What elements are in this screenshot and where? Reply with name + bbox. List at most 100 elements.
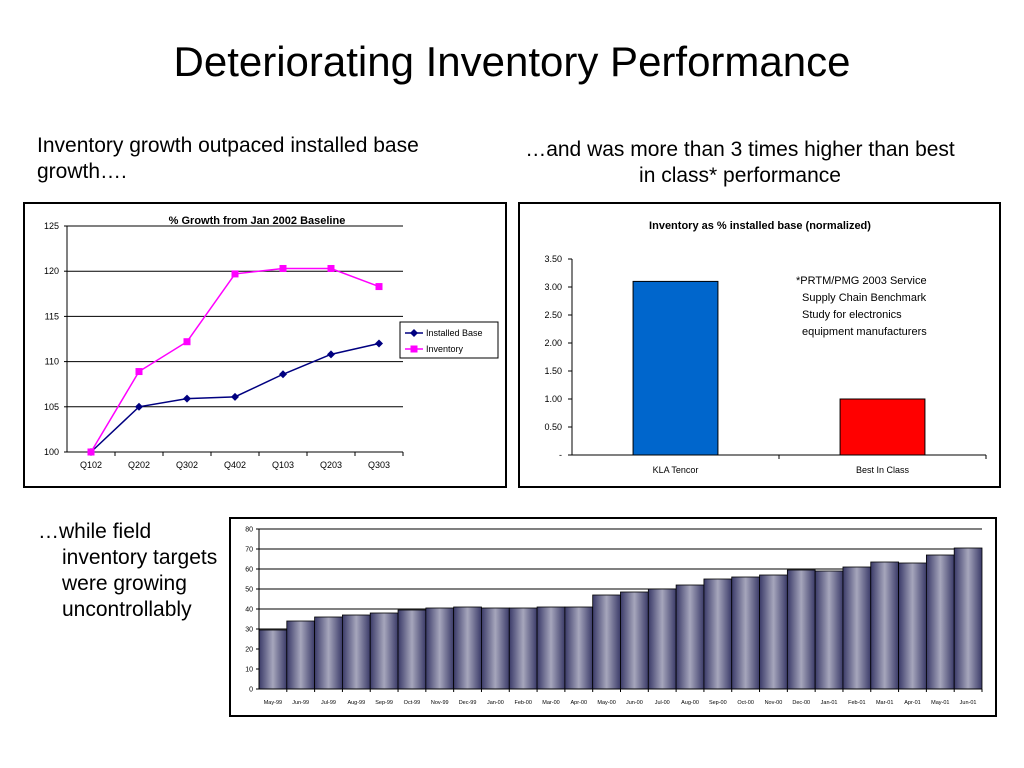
legend-marker bbox=[410, 329, 418, 337]
y-tick-label: 0 bbox=[249, 687, 253, 694]
x-tick-label: Feb-01 bbox=[848, 700, 865, 706]
y-tick-label: 30 bbox=[245, 627, 253, 634]
x-tick-label: Jun-01 bbox=[960, 700, 977, 706]
bar bbox=[481, 607, 510, 690]
y-tick-label: 105 bbox=[44, 402, 59, 412]
x-tick-label: Apr-00 bbox=[571, 700, 588, 706]
data-point bbox=[327, 264, 335, 272]
x-tick-label: May-00 bbox=[597, 700, 615, 706]
data-point bbox=[327, 350, 335, 359]
bar bbox=[898, 562, 927, 690]
bar bbox=[953, 547, 983, 690]
bar bbox=[286, 620, 316, 690]
data-point bbox=[279, 264, 287, 272]
bar bbox=[814, 570, 844, 690]
chart-title: % Growth from Jan 2002 Baseline bbox=[169, 215, 346, 227]
field-inventory-bar-chart: 0 10 20 30 40 50 60 70 80 May-99 Jun-99 Jul-99 Aug-9… bbox=[245, 527, 983, 706]
bar bbox=[620, 591, 649, 690]
y-tick-label: 1.50 bbox=[544, 366, 562, 376]
y-tick-label: 1.00 bbox=[544, 394, 562, 404]
bar bbox=[675, 584, 705, 690]
y-tick-label: 3.50 bbox=[544, 254, 562, 264]
data-point bbox=[183, 394, 191, 403]
y-tick-label: - bbox=[559, 450, 562, 460]
x-tick-label: Q203 bbox=[320, 460, 342, 470]
x-tick-label: KLA Tencor bbox=[653, 465, 699, 475]
annotation-line: equipment manufacturers bbox=[802, 326, 927, 338]
x-tick-label: Jun-99 bbox=[292, 700, 309, 706]
slide-title: Deteriorating Inventory Performance bbox=[173, 38, 851, 85]
x-tick-label: Jul-99 bbox=[321, 700, 336, 706]
data-point bbox=[279, 370, 287, 379]
y-tick-label: 60 bbox=[245, 567, 253, 574]
x-tick-label: Dec-00 bbox=[792, 700, 810, 706]
data-point bbox=[375, 283, 383, 291]
bar bbox=[786, 569, 816, 690]
x-tick-label: Q302 bbox=[176, 460, 198, 470]
caption-right: …and was more than 3 times higher than b… bbox=[525, 138, 955, 187]
legend-marker bbox=[410, 345, 418, 353]
caption-bottom: …while field inventory targets were grow… bbox=[38, 519, 228, 623]
series-line-inventory bbox=[90, 267, 380, 453]
x-tick-label: Nov-00 bbox=[765, 700, 783, 706]
data-point bbox=[183, 338, 191, 346]
y-tick-label: 50 bbox=[245, 587, 253, 594]
x-tick-label: Aug-00 bbox=[681, 700, 699, 706]
x-tick-label: Sep-99 bbox=[375, 700, 393, 706]
data-point bbox=[135, 402, 143, 411]
legend-label: Installed Base bbox=[426, 328, 483, 338]
x-tick-label: May-01 bbox=[931, 700, 949, 706]
x-tick-label: Feb-00 bbox=[514, 700, 531, 706]
x-tick-label: Dec-99 bbox=[459, 700, 477, 706]
bar bbox=[536, 606, 566, 690]
x-tick-label: Mar-00 bbox=[542, 700, 559, 706]
x-tick-label: Oct-00 bbox=[737, 700, 754, 706]
bar bbox=[314, 616, 343, 690]
annotation-line: *PRTM/PMG 2003 Service bbox=[796, 275, 927, 287]
y-tick-label: 2.50 bbox=[544, 310, 562, 320]
caption-bottom-lead: …while field bbox=[38, 520, 152, 543]
bar bbox=[369, 612, 399, 690]
x-tick-label: Aug-99 bbox=[347, 700, 365, 706]
y-tick-label: 20 bbox=[245, 647, 253, 654]
y-tick-label: 70 bbox=[245, 547, 253, 554]
y-tick-label: 0.50 bbox=[544, 422, 562, 432]
bar bbox=[592, 594, 621, 690]
bar bbox=[342, 614, 371, 690]
y-tick-label: 120 bbox=[44, 266, 59, 276]
bar bbox=[632, 280, 719, 456]
data-point bbox=[231, 270, 239, 278]
legend-label: Inventory bbox=[426, 344, 464, 354]
data-point bbox=[87, 448, 95, 456]
x-tick-label: Jan-00 bbox=[487, 700, 504, 706]
x-tick-label: Q103 bbox=[272, 460, 294, 470]
x-tick-label: Apr-01 bbox=[904, 700, 921, 706]
y-tick-label: 40 bbox=[245, 607, 253, 614]
y-tick-label: 125 bbox=[44, 221, 59, 231]
annotation-line: Study for electronics bbox=[802, 309, 902, 321]
x-tick-label: Nov-99 bbox=[431, 700, 449, 706]
bar bbox=[925, 554, 955, 690]
bar bbox=[839, 398, 926, 456]
x-tick-label: May-99 bbox=[264, 700, 282, 706]
inventory-bar-chart-panel: Inventory as % installed base (normalize… bbox=[518, 202, 1001, 488]
inventory-bar-chart: Inventory as % installed base (normalize… bbox=[544, 220, 987, 475]
x-tick-label: Oct-99 bbox=[404, 700, 421, 706]
x-tick-label: Q102 bbox=[80, 460, 102, 470]
legend: Installed Base Inventory bbox=[399, 321, 499, 359]
caption-left: Inventory growth outpaced installed base… bbox=[37, 134, 419, 183]
y-tick-label: 115 bbox=[45, 311, 59, 321]
bar bbox=[703, 578, 733, 690]
x-tick-label: Jun-00 bbox=[626, 700, 643, 706]
x-tick-label: Q402 bbox=[224, 460, 246, 470]
bar bbox=[258, 629, 288, 690]
x-tick-label: Q303 bbox=[368, 460, 390, 470]
x-tick-label: Jan-01 bbox=[821, 700, 838, 706]
growth-line-chart: % Growth from Jan 2002 Baseline 100 105 110… bbox=[44, 215, 499, 470]
data-point bbox=[375, 339, 383, 348]
x-tick-label: Best In Class bbox=[856, 465, 910, 475]
bar bbox=[870, 561, 899, 690]
y-tick-label: 100 bbox=[44, 447, 59, 457]
bar bbox=[647, 588, 677, 690]
growth-line-chart-panel: % Growth from Jan 2002 Baseline 100 105 110… bbox=[23, 202, 507, 488]
